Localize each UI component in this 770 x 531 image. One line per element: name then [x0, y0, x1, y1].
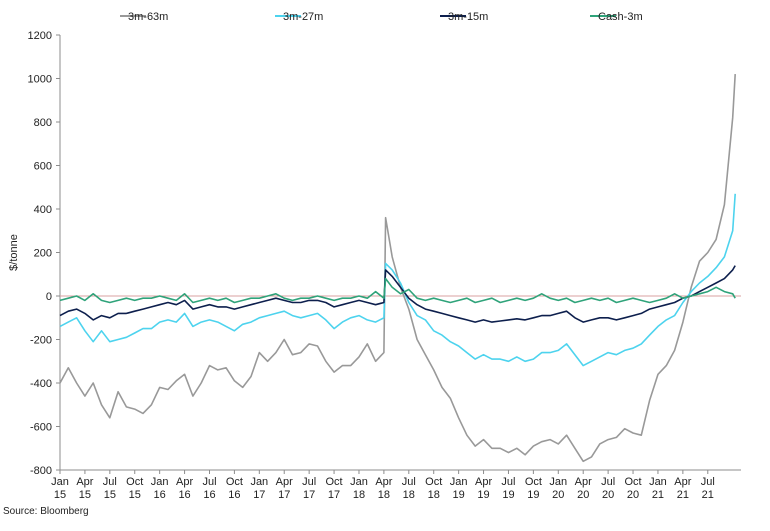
x-tick-year: 20	[552, 489, 564, 501]
x-tick-year: 19	[502, 489, 514, 501]
x-tick-year: 16	[154, 489, 166, 501]
x-tick-month: Apr	[176, 476, 193, 488]
x-tick-month: Oct	[325, 476, 342, 488]
x-tick-month: Oct	[624, 476, 641, 488]
x-tick-month: Jul	[302, 476, 316, 488]
x-tick-month: Jul	[402, 476, 416, 488]
x-tick-month: Jul	[103, 476, 117, 488]
y-tick-label: 1200	[28, 30, 52, 42]
x-tick-year: 20	[577, 489, 589, 501]
y-tick-label: 800	[34, 117, 52, 129]
x-axis-ticks: Jan15Apr15Jul15Oct15Jan16Apr16Jul16Oct16…	[51, 470, 715, 501]
x-tick-year: 15	[79, 489, 91, 501]
x-tick-year: 20	[602, 489, 614, 501]
legend-label: 3m-27m	[283, 11, 323, 23]
x-tick-year: 16	[178, 489, 190, 501]
x-tick-month: Jan	[350, 476, 368, 488]
series-line	[59, 277, 736, 304]
x-tick-year: 19	[477, 489, 489, 501]
x-tick-month: Apr	[575, 476, 592, 488]
series-line	[59, 193, 736, 367]
y-axis-title: $/tonne	[8, 234, 20, 271]
x-tick-year: 16	[203, 489, 215, 501]
x-tick-month: Apr	[674, 476, 691, 488]
source-note: Source: Bloomberg	[3, 506, 89, 517]
x-tick-month: Jan	[549, 476, 567, 488]
x-tick-year: 21	[702, 489, 714, 501]
legend-label: 3m-15m	[448, 11, 488, 23]
x-tick-year: 15	[104, 489, 116, 501]
x-tick-year: 18	[378, 489, 390, 501]
x-tick-year: 19	[453, 489, 465, 501]
x-tick-month: Jul	[501, 476, 515, 488]
x-tick-year: 17	[303, 489, 315, 501]
y-tick-label: -800	[30, 465, 52, 477]
series-line	[59, 74, 736, 463]
x-tick-month: Jul	[601, 476, 615, 488]
x-tick-year: 18	[403, 489, 415, 501]
x-tick-month: Jan	[450, 476, 468, 488]
x-tick-year: 21	[652, 489, 664, 501]
x-tick-month: Jan	[649, 476, 667, 488]
y-tick-label: 1000	[28, 74, 52, 86]
x-tick-month: Oct	[126, 476, 143, 488]
x-tick-year: 20	[627, 489, 639, 501]
x-tick-month: Apr	[375, 476, 392, 488]
x-tick-year: 15	[129, 489, 141, 501]
x-tick-month: Apr	[276, 476, 293, 488]
x-tick-year: 16	[228, 489, 240, 501]
x-tick-month: Jan	[250, 476, 268, 488]
x-tick-month: Apr	[475, 476, 492, 488]
x-tick-month: Oct	[226, 476, 243, 488]
chart-legend: 3m-63m 3m-27m 3m-15m Cash-3m	[120, 11, 643, 23]
x-tick-month: Jul	[701, 476, 715, 488]
x-tick-year: 18	[428, 489, 440, 501]
y-tick-label: 400	[34, 204, 52, 216]
x-tick-year: 17	[253, 489, 265, 501]
y-axis-ticks: -800 -600 -400 -200 0 200 400 600 800 1000 1200	[28, 30, 60, 477]
x-tick-month: Jan	[151, 476, 169, 488]
y-tick-label: 600	[34, 161, 52, 173]
x-tick-month: Jan	[51, 476, 69, 488]
y-tick-label: -400	[30, 378, 52, 390]
x-tick-month: Oct	[525, 476, 542, 488]
legend-label: 3m-63m	[128, 11, 168, 23]
x-tick-month: Oct	[425, 476, 442, 488]
x-tick-year: 17	[328, 489, 340, 501]
y-tick-label: -600	[30, 422, 52, 434]
x-tick-month: Jul	[202, 476, 216, 488]
y-tick-label: 200	[34, 248, 52, 260]
x-tick-year: 19	[527, 489, 539, 501]
x-tick-year: 15	[54, 489, 66, 501]
y-tick-label: 0	[46, 291, 52, 303]
x-tick-year: 18	[353, 489, 365, 501]
y-tick-label: -200	[30, 335, 52, 347]
chart-series	[59, 74, 736, 463]
series-line	[59, 265, 736, 323]
x-tick-year: 17	[278, 489, 290, 501]
x-tick-month: Apr	[76, 476, 93, 488]
legend-label: Cash-3m	[598, 11, 643, 23]
x-tick-year: 21	[677, 489, 689, 501]
chart-axes	[59, 35, 741, 471]
